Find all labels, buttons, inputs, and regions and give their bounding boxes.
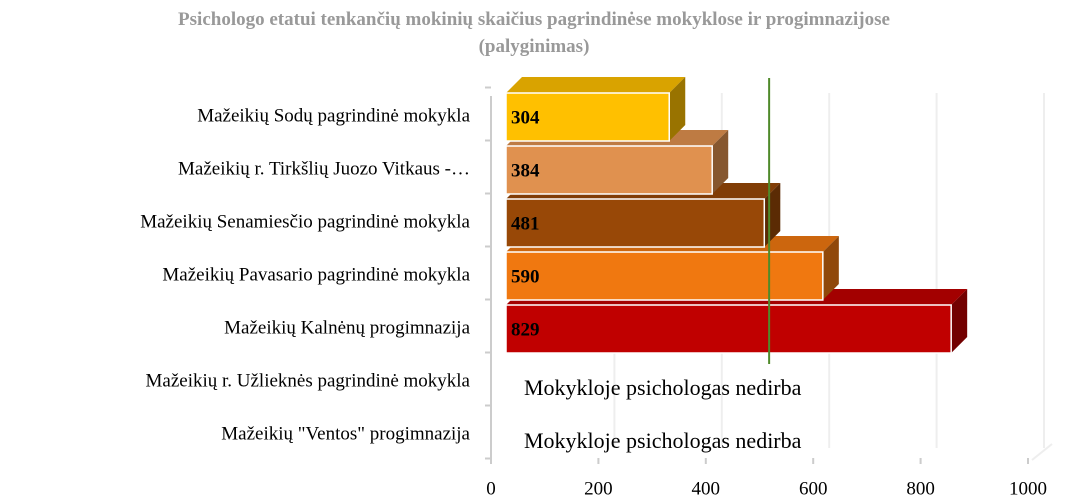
bar: [505, 198, 766, 248]
bar-top: [506, 77, 686, 93]
y-tick-label: Mažeikių Senamiesčio pagrindinė mokykla: [140, 211, 470, 232]
x-tick-label: 800: [906, 478, 935, 499]
bar-side: [712, 130, 729, 194]
y-tick-label: Mažeikių Kalnėnų progimnazija: [224, 317, 470, 338]
chart-title: Psichologo etatui tenkančių mokinių skai…: [178, 9, 890, 57]
y-tick-label: Mažeikių Sodų pagrindinė mokykla: [197, 105, 470, 126]
data-label: 384: [511, 160, 540, 181]
bar-side: [669, 77, 686, 141]
floor-edge: [1031, 443, 1053, 461]
data-label: 590: [511, 266, 540, 287]
bar: [505, 304, 952, 354]
bar-side: [951, 289, 968, 353]
bar: [505, 92, 670, 142]
annotation: Mokykloje psichologas nedirba: [524, 428, 802, 453]
x-tick-label: 600: [799, 478, 828, 499]
x-tick-label: 200: [584, 478, 613, 499]
annotation: Mokykloje psichologas nedirba: [524, 375, 802, 400]
bar: [505, 251, 824, 301]
x-tick-label: 0: [486, 478, 496, 499]
x-tick-label: 400: [692, 478, 721, 499]
y-tick-label: Mažeikių "Ventos" progimnazija: [221, 423, 470, 444]
x-tick-label: 1000: [1009, 478, 1047, 499]
bar: [505, 145, 713, 195]
data-label: 481: [511, 213, 540, 234]
data-label: 829: [511, 319, 540, 340]
y-tick-label: Mažeikių Pavasario pagrindinė mokykla: [162, 264, 470, 285]
y-tick-label: Mažeikių r. Tirkšlių Juozo Vitkaus -…: [178, 158, 470, 179]
bar-side: [822, 236, 839, 300]
y-tick-label: Mažeikių r. Užlieknės pagrindinė mokykla: [146, 370, 471, 391]
data-label: 304: [511, 107, 540, 128]
